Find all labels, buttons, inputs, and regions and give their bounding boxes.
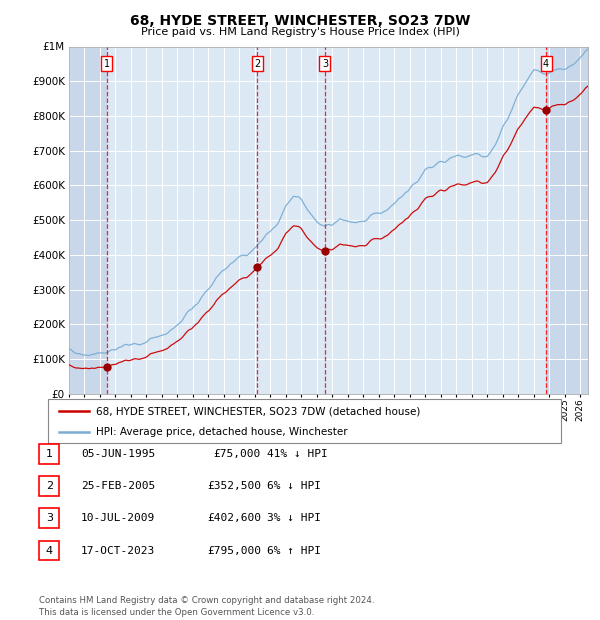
Text: 10-JUL-2009: 10-JUL-2009 (81, 513, 155, 523)
Text: 2: 2 (46, 481, 53, 491)
Text: £795,000: £795,000 (207, 546, 261, 556)
Text: 3% ↓ HPI: 3% ↓ HPI (267, 513, 321, 523)
Text: 3: 3 (46, 513, 53, 523)
Text: £352,500: £352,500 (207, 481, 261, 491)
Text: £402,600: £402,600 (207, 513, 261, 523)
Text: 17-OCT-2023: 17-OCT-2023 (81, 546, 155, 556)
Text: 1: 1 (46, 449, 53, 459)
Text: 68, HYDE STREET, WINCHESTER, SO23 7DW (detached house): 68, HYDE STREET, WINCHESTER, SO23 7DW (d… (96, 406, 421, 416)
Bar (546, 46, 588, 394)
Text: 05-JUN-1995: 05-JUN-1995 (81, 449, 155, 459)
Text: 1: 1 (104, 59, 110, 69)
Text: 68, HYDE STREET, WINCHESTER, SO23 7DW: 68, HYDE STREET, WINCHESTER, SO23 7DW (130, 14, 470, 28)
Text: 25-FEB-2005: 25-FEB-2005 (81, 481, 155, 491)
Text: £75,000: £75,000 (214, 449, 261, 459)
Bar (69, 46, 107, 394)
Text: 2: 2 (254, 59, 260, 69)
Text: 6% ↑ HPI: 6% ↑ HPI (267, 546, 321, 556)
Text: Price paid vs. HM Land Registry's House Price Index (HPI): Price paid vs. HM Land Registry's House … (140, 27, 460, 37)
Text: HPI: Average price, detached house, Winchester: HPI: Average price, detached house, Winc… (96, 427, 347, 436)
Text: 6% ↓ HPI: 6% ↓ HPI (267, 481, 321, 491)
Text: 4: 4 (543, 59, 549, 69)
Text: Contains HM Land Registry data © Crown copyright and database right 2024.
This d: Contains HM Land Registry data © Crown c… (39, 596, 374, 617)
Text: 41% ↓ HPI: 41% ↓ HPI (267, 449, 328, 459)
Text: 4: 4 (46, 546, 53, 556)
Text: 3: 3 (322, 59, 328, 69)
